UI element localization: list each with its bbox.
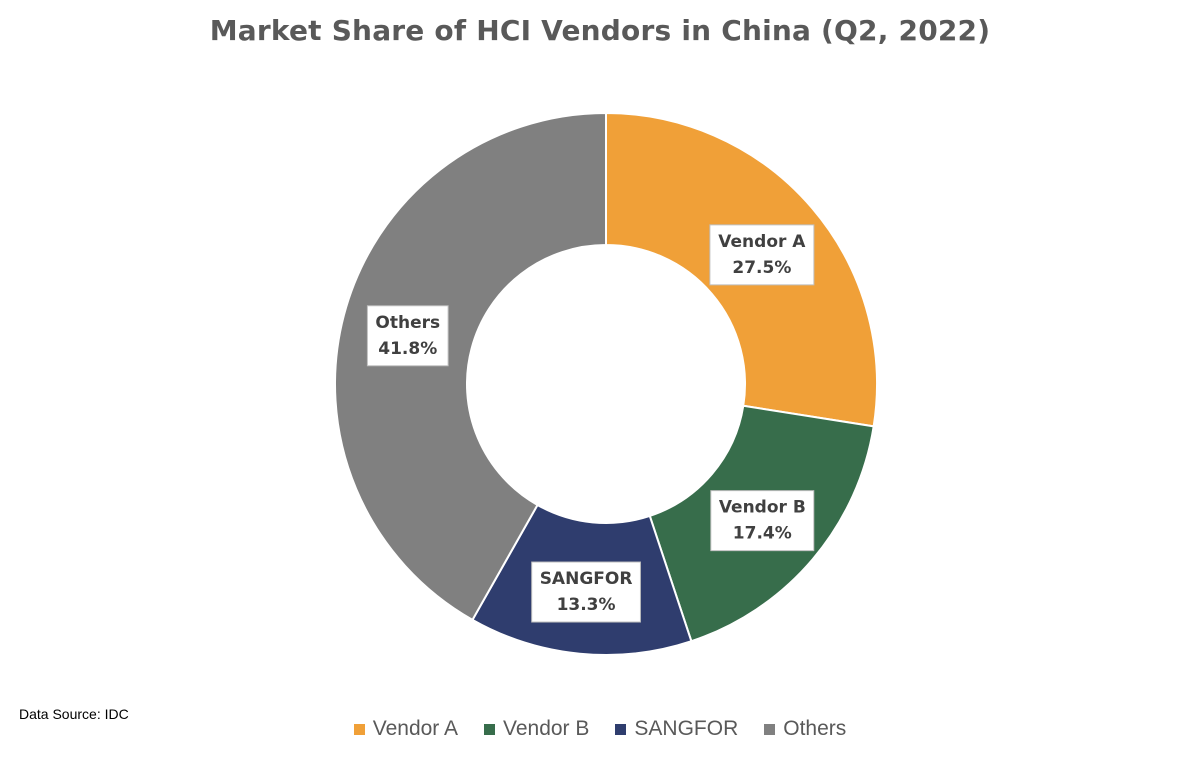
data-label-category-vendor-b: Vendor B: [719, 498, 806, 518]
legend-swatch-vendor-a: [353, 723, 365, 735]
legend-label-sangfor: SANGFOR: [634, 717, 739, 740]
chart-title: Market Share of HCI Vendors in China (Q2…: [209, 14, 991, 47]
data-label-value-others: 41.8%: [378, 339, 437, 359]
data-label-value-sangfor: 13.3%: [557, 595, 616, 615]
legend-label-vendor-a: Vendor A: [372, 717, 458, 740]
data-label-category-vendor-a: Vendor A: [718, 232, 806, 252]
donut-slice-others: [334, 111, 607, 622]
data-label-box-vendor-a: [709, 224, 815, 286]
legend-label-vendor-b: Vendor B: [502, 717, 590, 740]
data-label-value-vendor-a: 27.5%: [732, 258, 791, 278]
data-label-sangfor: SANGFOR 13.3%: [531, 561, 641, 623]
data-label-box-vendor-b: [710, 490, 815, 552]
legend-item-sangfor: SANGFOR: [615, 717, 738, 741]
data-label-others: Others 41.8%: [366, 305, 449, 367]
data-label-category-others: Others: [375, 313, 440, 333]
legend-item-vendor-b: Vendor B: [483, 717, 590, 741]
data-label-vendor-b: Vendor B 17.4%: [710, 490, 815, 552]
data-source-note: Data Source: IDC: [19, 706, 129, 722]
data-label-box-sangfor: [531, 561, 641, 623]
data-label-category-sangfor: SANGFOR: [540, 569, 633, 589]
legend-swatch-others: [764, 723, 776, 735]
chart-legend: Vendor A Vendor B SANGFOR Others: [0, 717, 1200, 741]
legend-swatch-vendor-b: [483, 723, 495, 735]
data-label-value-vendor-b: 17.4%: [733, 524, 792, 544]
data-label-box-others: [366, 305, 449, 367]
legend-item-vendor-a: Vendor A: [353, 717, 458, 741]
legend-item-others: Others: [764, 717, 846, 741]
legend-label-others: Others: [783, 717, 847, 740]
legend-swatch-sangfor: [615, 723, 627, 735]
donut-chart: Vendor A 27.5% Vendor B 17.4% SANGFOR 13.3% Ot…: [334, 111, 878, 656]
data-label-vendor-a: Vendor A 27.5%: [709, 224, 815, 286]
